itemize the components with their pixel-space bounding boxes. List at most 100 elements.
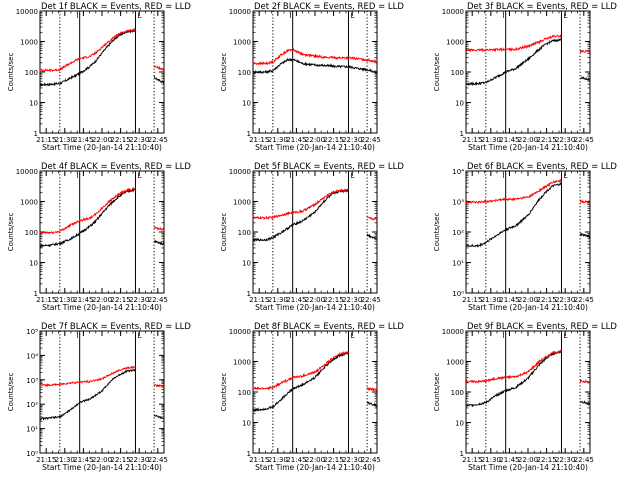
events-series-line <box>39 187 136 249</box>
y-tick-label: 1000 <box>20 199 38 207</box>
events-series-line <box>153 75 164 84</box>
lld-series-line <box>465 34 562 53</box>
x-tick-label: 21:15 <box>249 456 269 464</box>
x-axis-label: Start Time (20-Jan-14 21:10:40) <box>42 303 162 312</box>
marker-label: I <box>503 172 505 180</box>
x-tick-label: 22:15 <box>537 296 557 304</box>
events-series-line <box>465 350 562 408</box>
x-tick-label: 22:30 <box>129 136 149 144</box>
lld-series-line <box>252 188 349 220</box>
x-tick-label: 22:00 <box>305 456 325 464</box>
lld-series-line <box>465 349 562 384</box>
y-tick-label: 100 <box>451 389 464 397</box>
y-tick-label: 100 <box>25 69 38 77</box>
x-tick-label: 21:45 <box>286 136 306 144</box>
y-tick-label: 10⁵ <box>26 328 38 336</box>
x-axis-label: Start Time (20-Jan-14 21:10:40) <box>42 143 162 152</box>
lld-series-line <box>39 365 136 388</box>
y-tick-label: 10 <box>242 420 251 428</box>
x-tick-label: 21:45 <box>499 296 519 304</box>
y-tick-label: 1 <box>247 290 251 298</box>
y-tick-label: 1 <box>247 130 251 138</box>
x-tick-label: 21:30 <box>481 456 501 464</box>
y-tick-label: 100 <box>25 229 38 237</box>
events-series-line <box>39 368 136 421</box>
y-tick-label: 1 <box>460 450 464 458</box>
chart-panel-2: Det 2f BLACK = Events, RED = LLD 1 10 100 10… <box>220 2 404 152</box>
marker-label-end: L <box>563 172 567 180</box>
x-tick-label: 21:30 <box>268 296 288 304</box>
marker-label: I <box>503 12 505 20</box>
x-tick-label: 21:15 <box>36 296 56 304</box>
y-tick-label: 1000 <box>233 359 251 367</box>
x-tick-label: 22:15 <box>324 456 344 464</box>
marker-label-end: L <box>137 332 141 340</box>
x-tick-label: 21:30 <box>55 456 75 464</box>
x-tick-label: 21:30 <box>481 296 501 304</box>
events-series-line <box>580 75 590 81</box>
panel-title: Det 4f BLACK = Events, RED = LLD <box>41 162 191 172</box>
x-tick-label: 21:15 <box>249 136 269 144</box>
x-tick-label: 22:00 <box>92 296 112 304</box>
y-tick-label: 100 <box>451 69 464 77</box>
x-tick-label: 21:45 <box>499 456 519 464</box>
events-series-line <box>465 181 562 248</box>
x-tick-label: 22:45 <box>148 296 168 304</box>
x-tick-label: 22:30 <box>555 296 575 304</box>
y-tick-label: 10⁴ <box>452 168 464 176</box>
events-series-line <box>252 188 349 242</box>
x-tick-label: 22:00 <box>518 456 538 464</box>
x-tick-label: 22:30 <box>342 456 362 464</box>
y-axis-label: Counts/sec <box>433 213 441 252</box>
x-tick-label: 21:45 <box>286 456 306 464</box>
x-axis-label: Start Time (20-Jan-14 21:10:40) <box>255 463 375 472</box>
axes-frame <box>252 170 378 294</box>
x-tick-label: 21:15 <box>249 296 269 304</box>
x-axis-label: Start Time (20-Jan-14 21:10:40) <box>468 303 588 312</box>
y-tick-label: 10000 <box>16 8 38 16</box>
x-tick-label: 22:45 <box>361 296 381 304</box>
x-tick-label: 22:45 <box>148 136 168 144</box>
axes-frame <box>465 170 591 294</box>
lld-series-line <box>580 198 590 205</box>
lld-series-line <box>465 178 562 204</box>
x-tick-label: 22:45 <box>574 456 594 464</box>
x-tick-label: 22:15 <box>324 136 344 144</box>
chart-panel-7: Det 7f BLACK = Events, RED = LLD 10⁰ 10¹ 10… <box>7 322 191 472</box>
y-tick-label: 10³ <box>26 377 38 385</box>
y-tick-label: 10000 <box>229 168 251 176</box>
lld-series-line <box>153 383 165 388</box>
y-tick-label: 10⁴ <box>26 352 38 360</box>
y-tick-label: 10 <box>242 260 251 268</box>
marker-label: I <box>77 172 79 180</box>
lld-series-line <box>153 225 165 231</box>
y-tick-label: 10² <box>26 401 38 409</box>
x-tick-label: 21:15 <box>462 136 482 144</box>
x-tick-label: 22:00 <box>92 456 112 464</box>
x-tick-label: 22:45 <box>361 136 381 144</box>
panel-title: Det 7f BLACK = Events, RED = LLD <box>41 322 191 332</box>
marker-label-end: L <box>137 172 141 180</box>
events-series-line <box>366 401 378 408</box>
panel-title: Det 5f BLACK = Events, RED = LLD <box>254 162 404 172</box>
chart-panel-8: Det 8f BLACK = Events, RED = LLD 1 10 100 10… <box>220 322 404 472</box>
panel-title: Det 9f BLACK = Events, RED = LLD <box>467 322 617 332</box>
y-tick-label: 10¹ <box>452 260 464 268</box>
chart-panel-5: Det 5f BLACK = Events, RED = LLD 1 10 100 10… <box>220 162 404 312</box>
y-tick-label: 10 <box>455 420 464 428</box>
panel-title: Det 6f BLACK = Events, RED = LLD <box>467 162 617 172</box>
lld-series-line <box>579 49 591 54</box>
marker-label-end: L <box>350 172 354 180</box>
y-tick-label: 100 <box>238 389 251 397</box>
y-tick-label: 10⁰ <box>26 450 38 458</box>
lld-series-line <box>252 350 349 391</box>
lld-series-line <box>39 28 136 73</box>
y-tick-label: 10000 <box>442 328 464 336</box>
marker-label-end: L <box>350 12 354 20</box>
chart-panel-4: Det 4f BLACK = Events, RED = LLD 1 10 100 10… <box>7 162 191 312</box>
y-tick-label: 1 <box>34 130 38 138</box>
marker-label: I <box>290 332 292 340</box>
y-tick-label: 10000 <box>229 8 251 16</box>
x-tick-label: 22:45 <box>361 456 381 464</box>
y-tick-label: 10¹ <box>26 426 38 434</box>
